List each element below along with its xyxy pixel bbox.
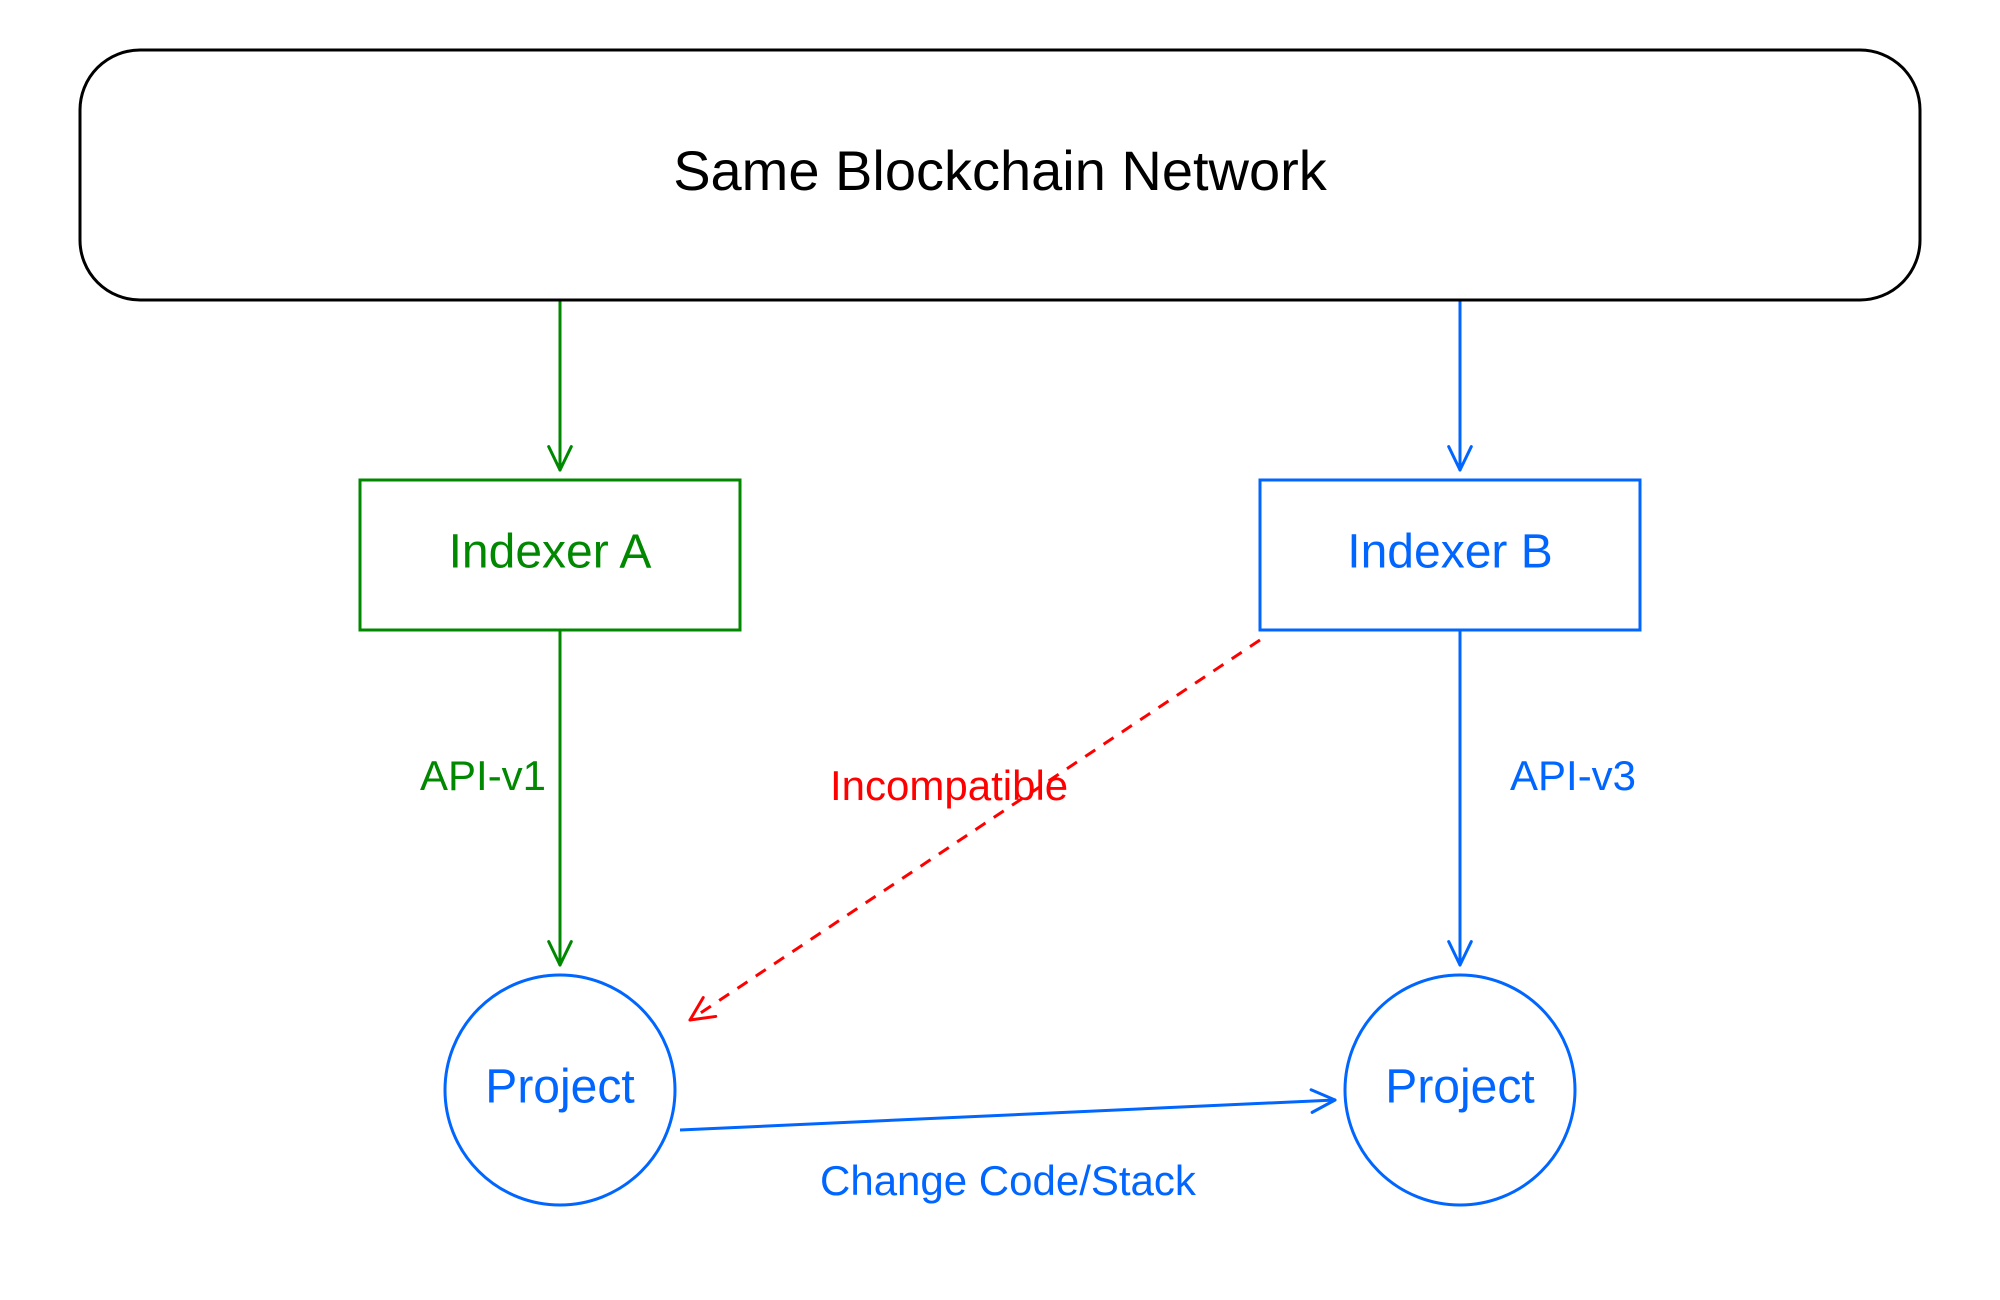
- architecture-diagram: API-v1 API-v3 Incompatible Change Code/Stac…: [0, 0, 2000, 1300]
- edge-change: [680, 1100, 1335, 1130]
- node-label-projectB: Project: [1385, 1061, 1534, 1114]
- edge-label-incompatible: Incompatible: [830, 762, 1068, 809]
- node-label-indexerA: Indexer A: [449, 526, 652, 579]
- node-label-network: Same Blockchain Network: [673, 139, 1328, 202]
- node-label-indexerB: Indexer B: [1347, 526, 1552, 579]
- edge-label-A_api: API-v1: [420, 752, 546, 799]
- edge-incompatible: [690, 640, 1260, 1020]
- edge-label-B_api: API-v3: [1510, 752, 1636, 799]
- node-label-projectA: Project: [485, 1061, 634, 1114]
- edge-label-change: Change Code/Stack: [820, 1157, 1197, 1204]
